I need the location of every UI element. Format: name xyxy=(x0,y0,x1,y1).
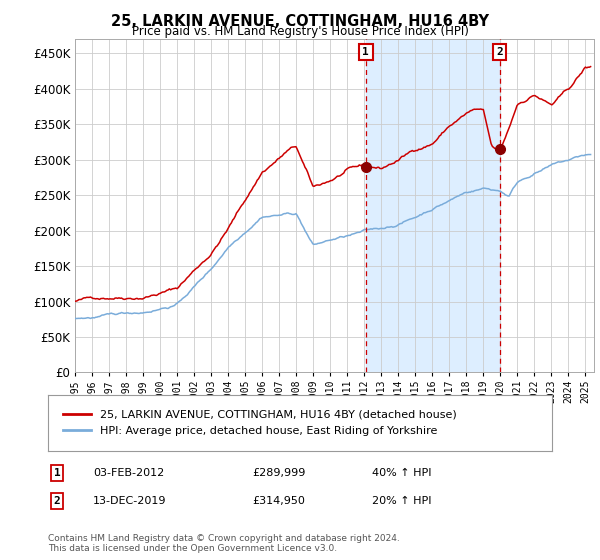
Text: £289,999: £289,999 xyxy=(252,468,305,478)
Text: Price paid vs. HM Land Registry's House Price Index (HPI): Price paid vs. HM Land Registry's House … xyxy=(131,25,469,38)
Text: 03-FEB-2012: 03-FEB-2012 xyxy=(93,468,164,478)
Legend: 25, LARKIN AVENUE, COTTINGHAM, HU16 4BY (detached house), HPI: Average price, de: 25, LARKIN AVENUE, COTTINGHAM, HU16 4BY … xyxy=(59,405,461,441)
Text: 1: 1 xyxy=(362,47,369,57)
Text: 1: 1 xyxy=(53,468,61,478)
Text: 2: 2 xyxy=(53,496,61,506)
Text: Contains HM Land Registry data © Crown copyright and database right 2024.
This d: Contains HM Land Registry data © Crown c… xyxy=(48,534,400,553)
Text: 2: 2 xyxy=(496,47,503,57)
Text: 40% ↑ HPI: 40% ↑ HPI xyxy=(372,468,431,478)
Text: 20% ↑ HPI: 20% ↑ HPI xyxy=(372,496,431,506)
Text: 13-DEC-2019: 13-DEC-2019 xyxy=(93,496,167,506)
Bar xyxy=(366,39,500,372)
Text: 25, LARKIN AVENUE, COTTINGHAM, HU16 4BY: 25, LARKIN AVENUE, COTTINGHAM, HU16 4BY xyxy=(111,14,489,29)
Text: £314,950: £314,950 xyxy=(252,496,305,506)
